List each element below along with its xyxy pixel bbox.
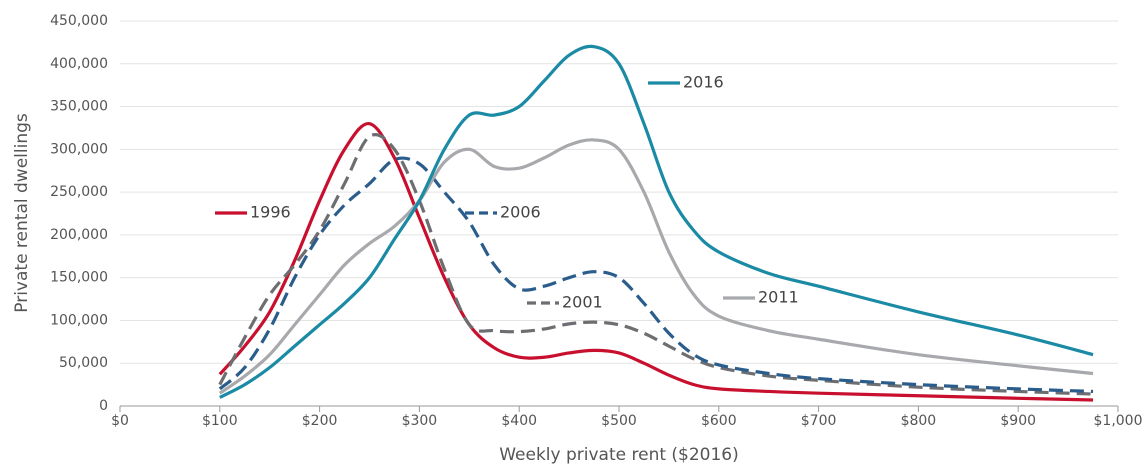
x-tick-label: $600 <box>701 413 737 429</box>
series-line <box>218 156 1094 394</box>
x-axis-title: Weekly private rent ($2016) <box>499 445 739 465</box>
y-tick-label: 400,000 <box>50 56 108 72</box>
series-label: 2011 <box>758 288 799 307</box>
y-tick-label: 0 <box>99 398 108 414</box>
series-line <box>218 133 1094 396</box>
x-tick-label: $300 <box>402 413 438 429</box>
series-line <box>219 44 1094 399</box>
x-tick-label: $800 <box>901 413 937 429</box>
series-label: 2006 <box>500 203 541 222</box>
y-tick-label: 450,000 <box>50 13 108 29</box>
y-tick-label: 350,000 <box>50 99 108 115</box>
series-label: 2001 <box>562 293 603 312</box>
x-tick-label: $700 <box>801 413 837 429</box>
series-label: 1996 <box>250 203 291 222</box>
y-tick-label: 250,000 <box>50 184 108 200</box>
x-tick-label: $100 <box>202 413 238 429</box>
y-axis-title: Private rental dwellings <box>12 113 32 313</box>
series-line <box>218 122 1094 402</box>
x-tick-label: $500 <box>601 413 637 429</box>
y-tick-label: 100,000 <box>50 312 108 328</box>
x-tick-label: $1,000 <box>1094 413 1143 429</box>
x-tick-label: $200 <box>302 413 338 429</box>
x-tick-label: $0 <box>111 413 129 429</box>
series-line <box>218 138 1094 395</box>
y-tick-label: 300,000 <box>50 141 108 157</box>
y-tick-label: 200,000 <box>50 227 108 243</box>
y-tick-label: 150,000 <box>50 270 108 286</box>
y-tick-label: 50,000 <box>59 355 108 371</box>
series-label: 2016 <box>683 73 724 92</box>
x-tick-label: $900 <box>1000 413 1036 429</box>
x-tick-label: $400 <box>501 413 537 429</box>
